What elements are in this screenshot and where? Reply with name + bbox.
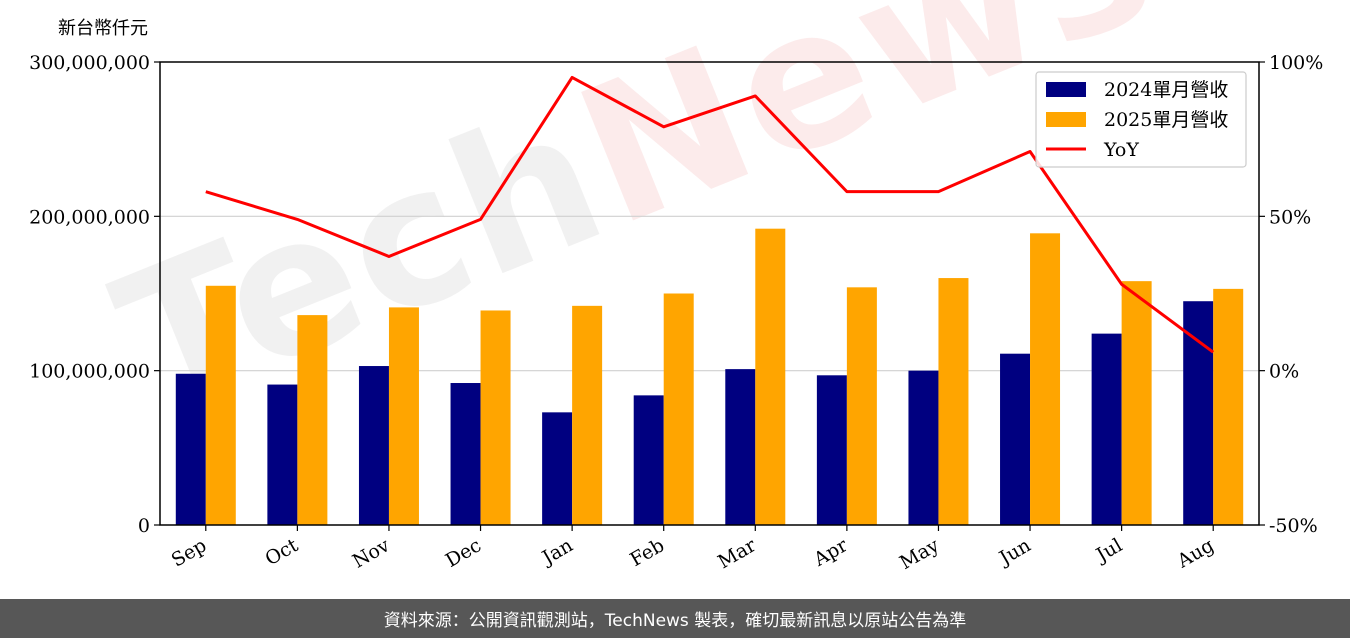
footer-source-text: 資料來源：公開資訊觀測站，TechNews 製表，確切最新訊息以原站公告為準 xyxy=(383,611,967,631)
x-tick-label-oct: Oct xyxy=(262,534,303,570)
bar-2024-oct xyxy=(267,384,298,525)
x-tick-label-feb: Feb xyxy=(626,534,668,571)
bar-2024-may xyxy=(908,370,939,525)
y-right-tick-label: 100% xyxy=(1269,52,1323,74)
x-tick-label-dec: Dec xyxy=(442,534,485,572)
bar-2024-apr xyxy=(816,375,847,525)
bar-2024-nov xyxy=(358,366,389,525)
y-right-tick-label: 50% xyxy=(1269,206,1311,228)
bar-2024-mar xyxy=(725,369,756,525)
bar-2025-jan xyxy=(572,305,603,525)
legend-label-2025: 2025單月營收 xyxy=(1104,109,1228,131)
bar-2024-jun xyxy=(1000,353,1031,525)
bar-2025-may xyxy=(938,278,969,525)
x-tick-label-aug: Aug xyxy=(1173,534,1218,573)
y-left-tick-label: 200,000,000 xyxy=(29,206,150,228)
x-tick-label-jul: Jul xyxy=(1091,534,1126,567)
yoy-line xyxy=(205,75,1215,354)
bar-2025-mar xyxy=(755,228,786,525)
bar-2024-aug xyxy=(1183,301,1214,525)
bar-2025-jul xyxy=(1121,281,1152,525)
x-tick-label-apr: Apr xyxy=(809,534,852,571)
bar-2025-oct xyxy=(297,315,328,525)
bar-2025-aug xyxy=(1213,288,1244,525)
footer-source-bar: 資料來源：公開資訊觀測站，TechNews 製表，確切最新訊息以原站公告為準 xyxy=(0,599,1350,638)
y-right-tick-label: -50% xyxy=(1269,515,1318,537)
legend-label-yoy: YoY xyxy=(1103,139,1139,161)
bar-2025-nov xyxy=(388,307,419,525)
bar-2025-apr xyxy=(846,287,877,525)
legend-swatch-2025 xyxy=(1046,112,1086,127)
y-right-tick-label: 0% xyxy=(1269,361,1299,383)
bar-2024-feb xyxy=(633,395,664,525)
bar-2024-sep xyxy=(175,373,206,525)
x-tick-label-jan: Jan xyxy=(537,534,577,570)
legend-box xyxy=(1035,71,1247,168)
bar-2025-feb xyxy=(663,293,694,525)
bar-2024-jul xyxy=(1091,333,1122,525)
legend-label-2024: 2024單月營收 xyxy=(1104,79,1228,101)
bar-2024-jan xyxy=(542,412,573,525)
bar-2025-dec xyxy=(480,310,511,525)
plot-frame xyxy=(159,61,1260,526)
y-left-tick-label: 100,000,000 xyxy=(29,361,150,383)
y-axis-unit-label: 新台幣仟元 xyxy=(58,18,148,39)
bar-2025-jun xyxy=(1030,233,1061,525)
bar-2024-dec xyxy=(450,383,481,525)
x-tick-label-mar: Mar xyxy=(714,534,760,573)
legend-swatch-2024 xyxy=(1046,82,1086,97)
revenue-chart: 0 100,000,000 200,000,000 300,000,000 -50% 0%… xyxy=(29,52,1323,574)
x-tick-label-jun: Jun xyxy=(994,534,1035,570)
x-tick-label-may: May xyxy=(896,534,943,574)
y-left-tick-label: 300,000,000 xyxy=(29,52,150,74)
bar-2025-sep xyxy=(205,285,236,525)
x-tick-label-nov: Nov xyxy=(349,534,394,573)
x-tick-label-sep: Sep xyxy=(168,534,211,571)
y-left-tick-label: 0 xyxy=(138,515,150,537)
